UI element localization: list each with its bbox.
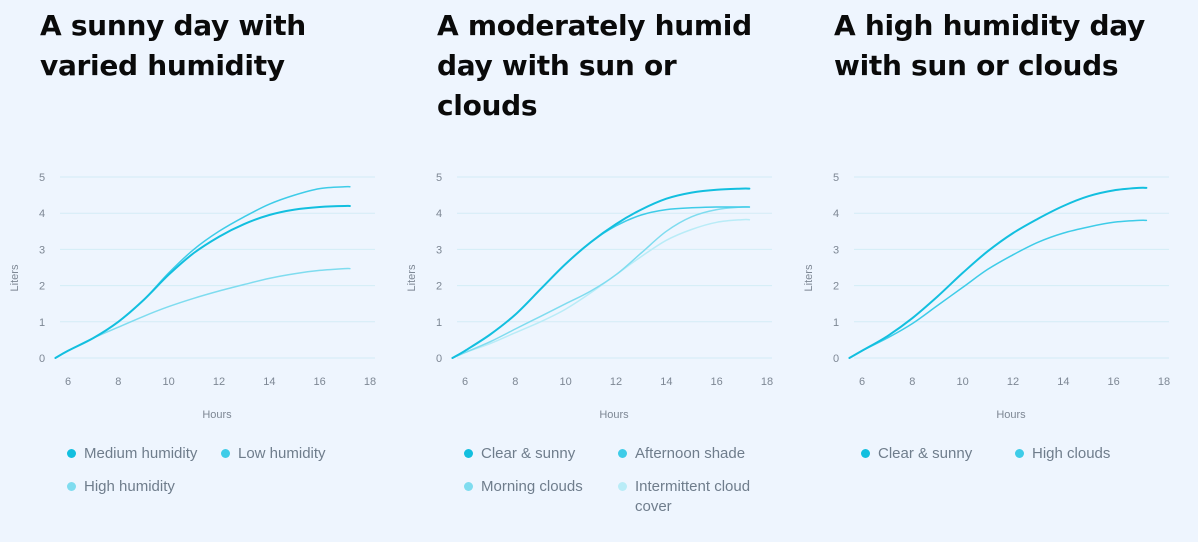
x-tick-label: 16: [314, 376, 326, 388]
legend-dot-icon: [464, 482, 473, 491]
x-tick-label: 14: [660, 376, 672, 388]
series-line-intermittent-cloud-cover: [451, 218, 751, 359]
legend-item: Low humidity: [221, 444, 371, 464]
x-tick-label: 12: [610, 376, 622, 388]
legend-label: Clear & sunny: [878, 445, 973, 462]
y-tick-label: 5: [39, 172, 45, 184]
x-tick-label: 6: [859, 376, 865, 388]
y-tick-label: 1: [833, 317, 839, 329]
series-line-high-humidity: [54, 267, 351, 359]
series-line-clear-sunny: [848, 186, 1148, 359]
series-line-afternoon-shade: [451, 206, 751, 359]
y-axis-label: Liters: [803, 264, 815, 291]
y-tick-label: 3: [833, 244, 839, 256]
x-axis-label: Hours: [599, 409, 629, 421]
y-tick-label: 4: [833, 208, 839, 220]
y-axis-label: Liters: [9, 264, 21, 291]
x-tick-label: 18: [364, 376, 376, 388]
legend-dot-icon: [618, 449, 627, 458]
legend-item: Intermittent cloud cover: [618, 477, 768, 517]
chart-panel-2: A moderately humid day with sun or cloud…: [397, 0, 794, 542]
x-tick-label: 18: [761, 376, 773, 388]
x-tick-label: 16: [1108, 376, 1120, 388]
y-tick-label: 2: [39, 281, 45, 293]
y-tick-label: 0: [833, 353, 839, 365]
legend-label: High clouds: [1032, 445, 1111, 462]
series-line-medium-humidity: [54, 204, 351, 359]
legend-dot-icon: [1015, 449, 1024, 458]
x-tick-label: 12: [1007, 376, 1019, 388]
series-line-morning-clouds: [451, 206, 751, 359]
legend-label: Clear & sunny: [481, 445, 576, 462]
series-line-high-clouds: [848, 219, 1148, 359]
legend-dot-icon: [67, 482, 76, 491]
legend-item: High clouds: [1015, 444, 1165, 464]
legend-label: Morning clouds: [481, 478, 583, 495]
y-tick-label: 4: [39, 208, 45, 220]
y-tick-label: 3: [39, 244, 45, 256]
y-tick-label: 3: [436, 244, 442, 256]
legend-dot-icon: [618, 482, 627, 491]
legend-dot-icon: [67, 449, 76, 458]
legend-label: Low humidity: [238, 445, 326, 462]
x-tick-label: 8: [115, 376, 121, 388]
x-tick-label: 10: [560, 376, 572, 388]
x-tick-label: 8: [909, 376, 915, 388]
x-tick-label: 10: [163, 376, 175, 388]
y-tick-label: 5: [833, 172, 839, 184]
x-tick-label: 6: [462, 376, 468, 388]
legend-label: Intermittent cloud cover: [635, 478, 751, 515]
legend-dot-icon: [861, 449, 870, 458]
legend-label: Medium humidity: [84, 445, 198, 462]
chart-panel-3: A high humidity day with sun or clouds 0…: [794, 0, 1191, 542]
x-axis-label: Hours: [202, 409, 232, 421]
y-tick-label: 4: [436, 208, 442, 220]
legend-label: Afternoon shade: [635, 445, 746, 462]
x-axis-label: Hours: [996, 409, 1026, 421]
y-tick-label: 2: [833, 281, 839, 293]
legend-label: High humidity: [84, 478, 175, 495]
x-tick-label: 12: [213, 376, 225, 388]
panel-title: A high humidity day with sun or clouds: [834, 9, 1145, 82]
x-tick-label: 8: [512, 376, 518, 388]
y-tick-label: 2: [436, 281, 442, 293]
x-tick-label: 16: [711, 376, 723, 388]
x-tick-label: 6: [65, 376, 71, 388]
legend-dot-icon: [464, 449, 473, 458]
legend-item: Clear & sunny: [464, 444, 614, 464]
y-tick-label: 0: [39, 353, 45, 365]
legend-item: Morning clouds: [464, 477, 614, 497]
y-axis-label: Liters: [406, 264, 418, 291]
legend-item: Medium humidity: [67, 444, 217, 464]
series-line-clear-sunny: [451, 187, 751, 359]
y-tick-label: 1: [436, 317, 442, 329]
legend-dot-icon: [221, 449, 230, 458]
x-tick-label: 18: [1158, 376, 1170, 388]
x-tick-label: 10: [957, 376, 969, 388]
y-tick-label: 0: [436, 353, 442, 365]
panel-title: A sunny day with varied humidity: [40, 9, 306, 82]
y-tick-label: 5: [436, 172, 442, 184]
legend-item: Afternoon shade: [618, 444, 768, 464]
x-tick-label: 14: [1057, 376, 1069, 388]
y-tick-label: 1: [39, 317, 45, 329]
x-tick-label: 14: [263, 376, 275, 388]
legend-item: High humidity: [67, 477, 217, 497]
legend-item: Clear & sunny: [861, 444, 1011, 464]
panel-title: A moderately humid day with sun or cloud…: [437, 9, 752, 122]
